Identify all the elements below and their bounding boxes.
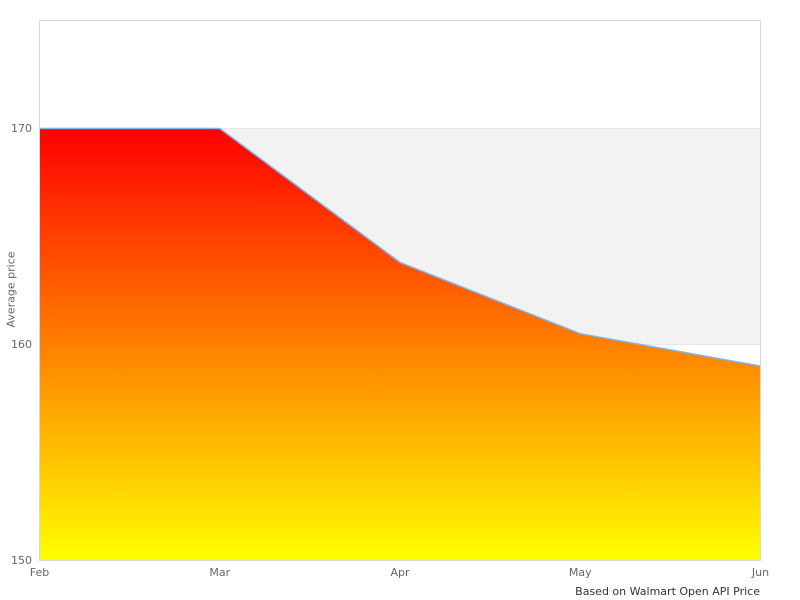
plot-border bbox=[39, 20, 761, 561]
x-tick-label: Feb bbox=[29, 565, 50, 579]
y-tick-label: 170 bbox=[11, 121, 32, 135]
y-tick-label: 150 bbox=[11, 553, 32, 567]
y-tick-label: 160 bbox=[11, 337, 32, 351]
chart-caption: Based on Walmart Open API Price bbox=[575, 585, 760, 598]
x-tick-label: Mar bbox=[209, 565, 231, 579]
area-series-line bbox=[39, 127, 761, 367]
x-tick-label: Jun bbox=[751, 565, 770, 579]
area-series-fill bbox=[39, 128, 761, 561]
x-tick-label: Apr bbox=[390, 565, 410, 579]
y-axis-title: Average price bbox=[4, 251, 18, 328]
x-tick-label: May bbox=[568, 565, 592, 579]
